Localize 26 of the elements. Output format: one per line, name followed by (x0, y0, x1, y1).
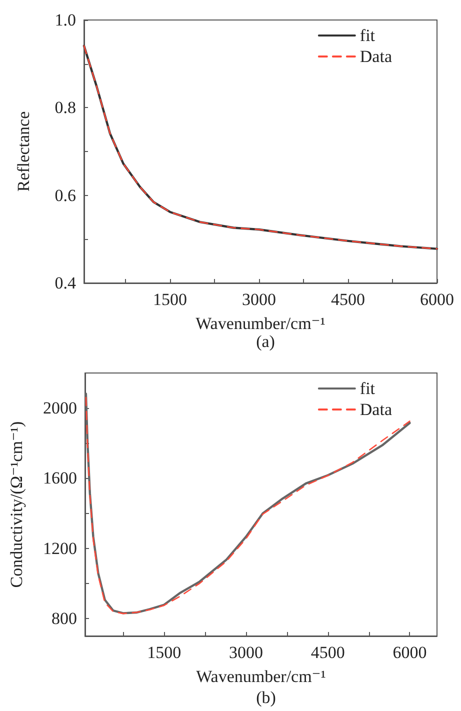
y-axis-title: Conductivity/(Ω⁻¹cm⁻¹) (7, 421, 26, 588)
legend-label: fit (360, 26, 376, 45)
legend-label: fit (360, 379, 376, 398)
x-tick-label: 1500 (153, 290, 188, 309)
x-tick-label: 4500 (310, 643, 345, 662)
legend-label: Data (360, 400, 392, 419)
x-tick-label: 3000 (242, 290, 276, 309)
y-tick-label: 0.4 (54, 274, 76, 292)
x-tick-label: 1500 (147, 643, 182, 662)
text: (a) (256, 332, 275, 351)
y-tick-label: 1.0 (54, 10, 76, 30)
x-tick-label: 6000 (420, 290, 454, 309)
y-tick-label: 1600 (43, 468, 77, 488)
text: (b) (256, 688, 276, 707)
y-axis-title: Reflectance (14, 111, 33, 192)
x-axis-title: Wavenumber/cm⁻¹ (196, 314, 326, 333)
y-tick-label: 0.8 (54, 98, 76, 118)
x-tick-label: 6000 (392, 643, 427, 662)
x-tick-label: 3000 (228, 643, 263, 662)
x-tick-label: 4500 (331, 290, 366, 309)
y-tick-label: 800 (52, 608, 77, 628)
legend-label: Data (360, 47, 392, 66)
x-axis-title: Wavenumber/cm⁻¹ (196, 667, 326, 686)
y-tick-label: 2000 (43, 398, 77, 418)
y-tick-label: 0.6 (54, 186, 76, 205)
y-tick-label: 1200 (43, 538, 77, 558)
